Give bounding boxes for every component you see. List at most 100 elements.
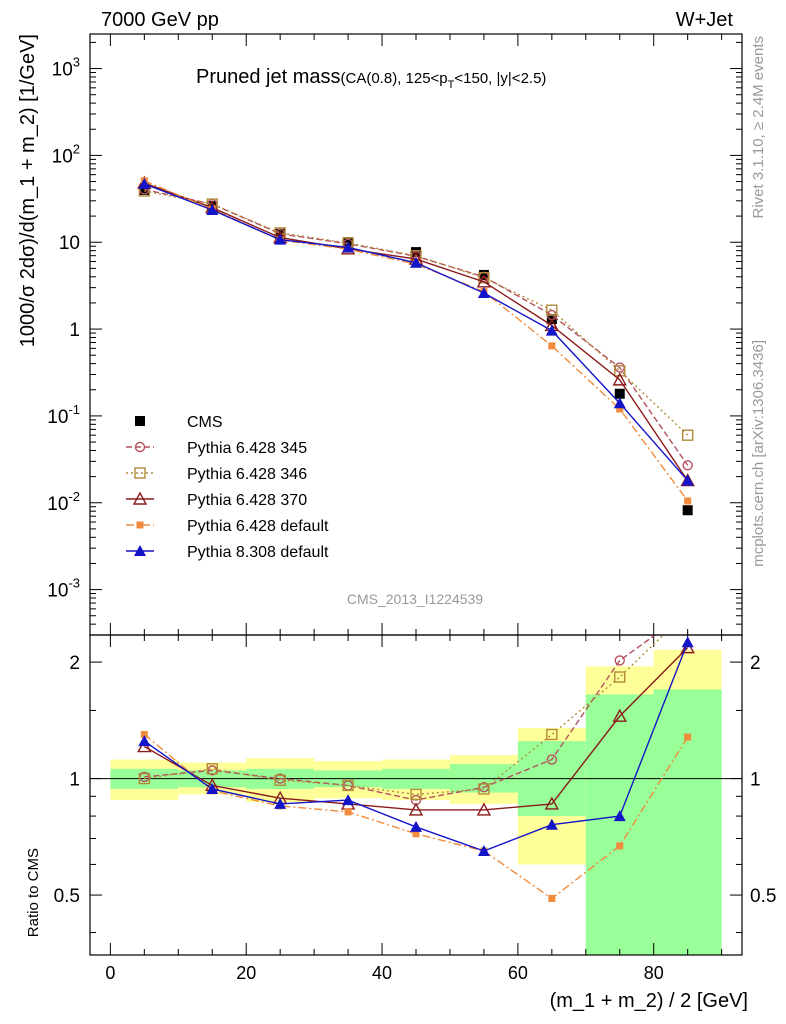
y-tick-exponent: -1 bbox=[68, 402, 80, 417]
legend-swatch-marker bbox=[134, 545, 146, 556]
legend-swatch-marker bbox=[136, 521, 144, 529]
band-1sigma bbox=[653, 689, 722, 955]
series-line-p345 bbox=[144, 188, 689, 466]
y-axis-label: 1000/σ 2dσ)/d(m_1 + m_2) [1/GeV] bbox=[17, 34, 39, 347]
ratio-point-p345 bbox=[546, 754, 558, 765]
ratio-point-p6def bbox=[548, 894, 556, 902]
ratio-line-p346 bbox=[144, 635, 665, 796]
series-point-p8def bbox=[681, 474, 694, 486]
ratio-point-p346 bbox=[274, 774, 286, 786]
data-series bbox=[137, 175, 695, 902]
y-tick-exponent: -2 bbox=[68, 489, 80, 504]
x-tick-label: 80 bbox=[644, 963, 664, 983]
ratio-point-p370 bbox=[408, 802, 424, 816]
x-tick-label: 20 bbox=[236, 963, 256, 983]
series-point-p8def bbox=[342, 241, 355, 253]
series-point-p8def bbox=[613, 397, 626, 409]
series-point-p6def bbox=[684, 497, 692, 505]
ratio-point-p8def bbox=[681, 636, 694, 648]
plot-subtitle: (CA(0.8), 125<p bbox=[341, 70, 448, 87]
ratio-point-p346 bbox=[614, 671, 626, 683]
x-tick-label: 60 bbox=[508, 963, 528, 983]
y-tick-label: 1 bbox=[69, 320, 80, 341]
y-tick-base: 10 bbox=[47, 407, 68, 428]
series-point-p346 bbox=[478, 272, 490, 284]
ratio-point-p6def bbox=[344, 808, 352, 816]
cms-data-point bbox=[614, 388, 625, 399]
y-tick-exponent: -3 bbox=[68, 576, 80, 591]
ratio-point-p345 bbox=[614, 655, 625, 666]
series-point-p346 bbox=[614, 365, 626, 377]
series-point-p346 bbox=[681, 429, 694, 441]
plot-title: Pruned jet mass(CA(0.8), 125<pT<150, |y|… bbox=[196, 66, 546, 91]
legend-swatch-marker bbox=[135, 416, 145, 426]
ratio-point-p346 bbox=[546, 728, 558, 741]
ratio-point-p8def bbox=[613, 810, 626, 822]
ratio-y-tick-label: 2 bbox=[69, 653, 80, 674]
series-point-p370 bbox=[612, 372, 627, 386]
x-tick-label: 40 bbox=[372, 963, 392, 983]
band-1sigma bbox=[585, 694, 654, 955]
ratio-point-p8def bbox=[545, 818, 558, 830]
ratio-y-tick-label-right: 1 bbox=[750, 770, 761, 791]
y-tick-exponent: 3 bbox=[73, 55, 80, 70]
ratio-point-p8def bbox=[342, 794, 355, 806]
y-tick-label: 10-3 bbox=[47, 576, 80, 602]
series-point-p370 bbox=[476, 274, 492, 288]
legend-entry-label: Pythia 6.428 default bbox=[187, 518, 329, 535]
analysis-id: CMS_2013_I1224539 bbox=[347, 591, 483, 607]
legend-entry-label: Pythia 6.428 370 bbox=[187, 492, 307, 509]
series-point-p345 bbox=[682, 460, 693, 471]
side-text-bottom: mcplots.cern.ch [arXiv:1306.3436] bbox=[750, 340, 767, 567]
y-tick-label: 103 bbox=[52, 55, 80, 81]
ratio-point-p370 bbox=[476, 802, 492, 816]
series-point-p8def bbox=[545, 324, 558, 336]
ratio-line-p370 bbox=[143, 647, 689, 811]
legend-entry-label: CMS bbox=[187, 414, 223, 431]
ratio-point-p6def bbox=[140, 730, 148, 738]
ratio-point-p8def bbox=[206, 782, 219, 794]
y-tick-label: 10-1 bbox=[47, 402, 80, 428]
cms-data-point bbox=[682, 505, 693, 516]
ratio-y-tick-label-right: 2 bbox=[750, 653, 761, 674]
series-point-p8def bbox=[410, 256, 422, 268]
y-tick-label: 10-2 bbox=[47, 489, 80, 515]
series-point-p346 bbox=[546, 304, 558, 316]
plot-title-main: Pruned jet mass bbox=[196, 66, 341, 88]
legend-entry-label: Pythia 8.308 default bbox=[187, 544, 329, 561]
ratio-point-p370 bbox=[612, 708, 627, 722]
x-axis-label: (m_1 + m_2) / 2 [GeV] bbox=[550, 990, 748, 1012]
ratio-point-p8def bbox=[274, 797, 287, 809]
ratio-point-p346 bbox=[206, 763, 218, 775]
ratio-y-tick-label: 1 bbox=[69, 770, 80, 791]
ratio-point-p8def bbox=[477, 844, 490, 856]
y-tick-label: 102 bbox=[52, 141, 80, 167]
ratio-point-p6def bbox=[684, 733, 692, 741]
ratio-line-p6def bbox=[143, 733, 689, 900]
legend-entry-label: Pythia 6.428 346 bbox=[187, 466, 307, 483]
legend-swatch-marker bbox=[132, 491, 148, 505]
ratio-point-p8def bbox=[410, 820, 422, 832]
ratio-point-p346 bbox=[138, 772, 151, 785]
ratio-point-p346 bbox=[410, 788, 422, 801]
ratio-y-axis-label: Ratio to CMS bbox=[25, 848, 42, 937]
ratio-frame bbox=[89, 634, 743, 956]
x-tick-label: 0 bbox=[105, 963, 115, 983]
series-point-p8def bbox=[138, 177, 151, 189]
y-tick-base: 10 bbox=[47, 494, 68, 515]
legend-entry-label: Pythia 6.428 345 bbox=[187, 440, 307, 457]
ratio-point-p346 bbox=[478, 783, 490, 795]
legend-swatch-marker bbox=[134, 467, 146, 479]
side-text-top: Rivet 3.1.10, ≥ 2.4M events bbox=[750, 36, 767, 219]
energy-label: 7000 GeV pp bbox=[101, 9, 219, 31]
legend-swatch-marker bbox=[134, 441, 146, 453]
ratio-point-p6def bbox=[412, 830, 420, 838]
series-point-p8def bbox=[274, 233, 287, 245]
ratio-point-p346 bbox=[342, 779, 354, 792]
series-line-p370 bbox=[144, 182, 689, 481]
ratio-y-tick-label-right: 0.5 bbox=[750, 886, 776, 907]
ratio-y-tick-label: 0.5 bbox=[54, 886, 80, 907]
